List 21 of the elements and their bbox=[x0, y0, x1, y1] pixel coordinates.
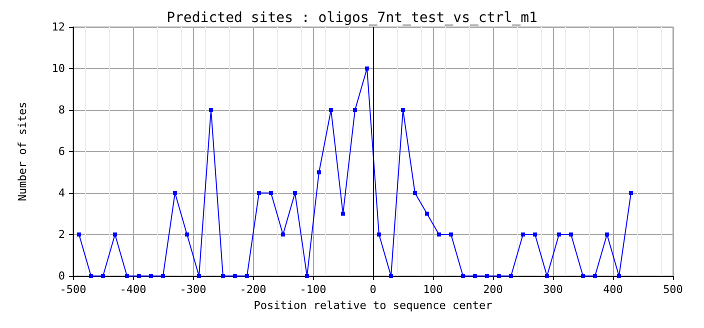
x-tick-label: -100 bbox=[300, 283, 326, 296]
x-tick-label: 100 bbox=[423, 283, 443, 296]
x-tick-label: 500 bbox=[663, 283, 683, 296]
y-tick-label: 8 bbox=[58, 104, 65, 116]
x-tick-label: -500 bbox=[60, 283, 86, 296]
x-tick-label: -200 bbox=[240, 283, 266, 296]
x-tick-label: 200 bbox=[483, 283, 503, 296]
x-tick-label: -400 bbox=[120, 283, 146, 296]
x-tick-label: -300 bbox=[180, 283, 206, 296]
y-tick-label: 12 bbox=[52, 20, 65, 34]
y-tick-label: 0 bbox=[58, 270, 65, 282]
y-tick-label: 2 bbox=[58, 228, 65, 241]
y-tick-label: 10 bbox=[52, 62, 65, 75]
x-tick-label: 0 bbox=[370, 283, 376, 296]
y-tick-label: 6 bbox=[58, 145, 65, 158]
x-axis-title: Position relative to sequence center bbox=[254, 298, 493, 312]
x-tick-label: 300 bbox=[543, 283, 563, 296]
y-tick-label: 4 bbox=[58, 186, 66, 200]
chart-title: Predicted sites : oligos_7nt_test_vs_ctrl_m1 bbox=[166, 10, 538, 26]
y-axis-title: Number of sites bbox=[16, 102, 29, 202]
x-tick-label: 400 bbox=[603, 283, 623, 296]
